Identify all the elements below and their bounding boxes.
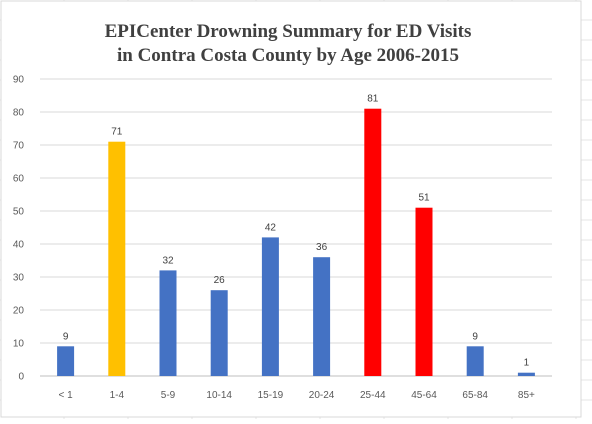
y-tick-label: 40: [13, 240, 25, 251]
bar: [210, 290, 228, 376]
y-tick-label: 20: [13, 306, 25, 317]
plot-area: 0 10 20 30 40 50 60 70 80 90 9 < 1 71 1-4 32 5-9 26 10-14…: [13, 75, 552, 401]
bar: [159, 270, 177, 376]
data-label: 36: [316, 242, 328, 253]
data-label: 9: [472, 331, 478, 342]
data-label: 26: [214, 275, 226, 286]
x-tick-label: 65-84: [462, 390, 488, 401]
y-tick-label: 90: [13, 75, 25, 86]
bar: [415, 207, 433, 376]
y-tick-label: 60: [13, 174, 25, 185]
y-tick-label: 0: [18, 372, 24, 383]
x-tick-label: 45-64: [411, 390, 437, 401]
bar: [517, 372, 535, 376]
data-label: 32: [162, 255, 174, 266]
x-tick-label: 15-19: [258, 390, 284, 401]
bar: [108, 141, 126, 376]
bar: [313, 257, 331, 376]
data-label: 9: [63, 331, 69, 342]
y-tick-label: 80: [13, 108, 25, 119]
x-tick-label: 1-4: [110, 390, 125, 401]
y-tick-label: 50: [13, 207, 25, 218]
y-tick-label: 30: [13, 273, 25, 284]
y-tick-label: 10: [13, 339, 25, 350]
data-label: 51: [418, 193, 430, 204]
x-tick-label: 85+: [518, 390, 535, 401]
x-tick-label: 20-24: [309, 390, 335, 401]
chart-area-frame: [0, 0, 582, 418]
data-label: 42: [265, 222, 277, 233]
bar: [466, 346, 484, 376]
x-tick-label: < 1: [59, 390, 74, 401]
x-tick-label: 10-14: [206, 390, 232, 401]
bar: [57, 346, 75, 376]
bar: [364, 108, 382, 376]
data-label: 81: [367, 94, 379, 105]
chart-title-line-1: EPICenter Drowning Summary for ED Visits: [105, 21, 472, 42]
data-label: 71: [111, 127, 123, 138]
bar: [261, 237, 279, 376]
chart-title-line-2: in Contra Costa County by Age 2006-2015: [117, 45, 459, 66]
x-tick-label: 25-44: [360, 390, 386, 401]
y-tick-label: 70: [13, 141, 25, 152]
data-label: 1: [524, 358, 530, 369]
x-tick-label: 5-9: [161, 390, 176, 401]
